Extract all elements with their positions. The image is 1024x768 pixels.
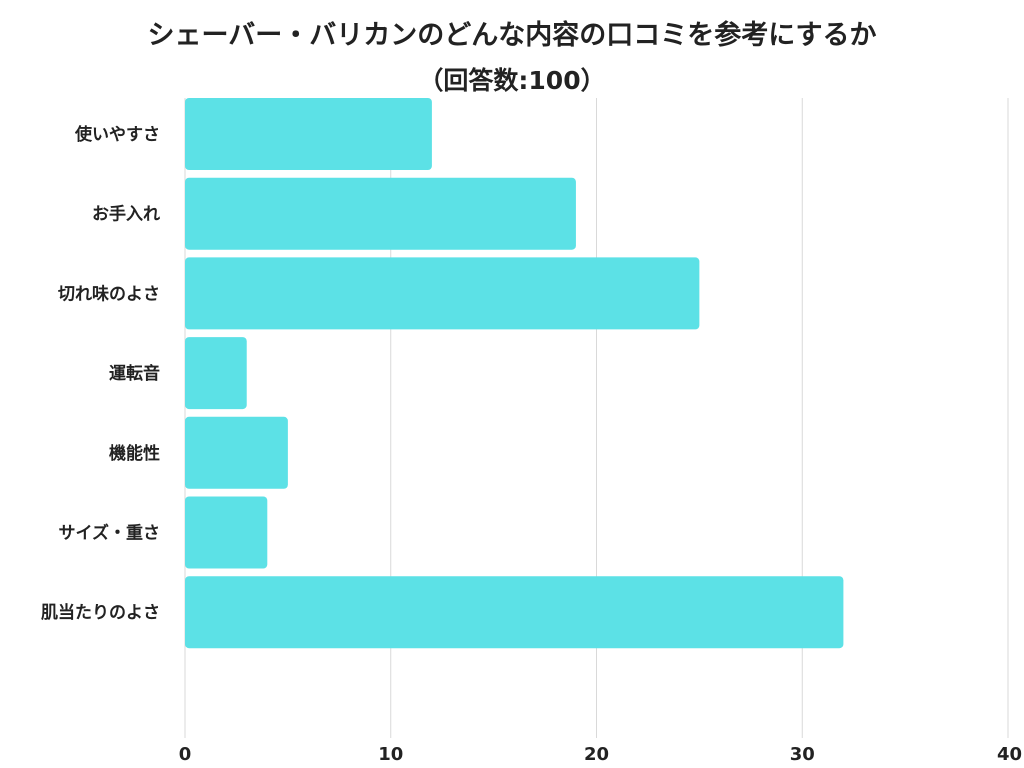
bar-7 xyxy=(185,576,844,649)
category-label-4: 運転音 xyxy=(109,363,160,384)
bar-4 xyxy=(185,337,247,410)
bar-6 xyxy=(185,496,268,569)
bar-5 xyxy=(185,416,288,489)
tick-label-20: 20 xyxy=(584,744,609,765)
category-label-3: 切れ味のよさ xyxy=(58,283,160,304)
category-label-1: 使いやすさ xyxy=(74,124,160,145)
tick-label-10: 10 xyxy=(378,744,403,765)
tick-label-30: 30 xyxy=(790,744,815,765)
x-axis-tick-labels: 0 10 20 30 40 xyxy=(179,744,1022,765)
bar-3 xyxy=(185,257,700,330)
tick-label-40: 40 xyxy=(997,744,1022,765)
category-label-6: サイズ・重さ xyxy=(59,523,161,544)
chart-title: シェーバー・バリカンのどんな内容の口コミを参考にするか xyxy=(148,19,877,51)
chart-subtitle: （回答数:100） xyxy=(418,66,605,95)
category-label-7: 肌当たりのよさ xyxy=(41,602,160,623)
bar-2 xyxy=(185,177,576,250)
bars xyxy=(185,98,844,649)
tick-label-0: 0 xyxy=(179,744,192,765)
category-label-2: お手入れ xyxy=(92,204,160,225)
category-label-5: 機能性 xyxy=(109,443,160,464)
bar-1 xyxy=(185,98,432,170)
